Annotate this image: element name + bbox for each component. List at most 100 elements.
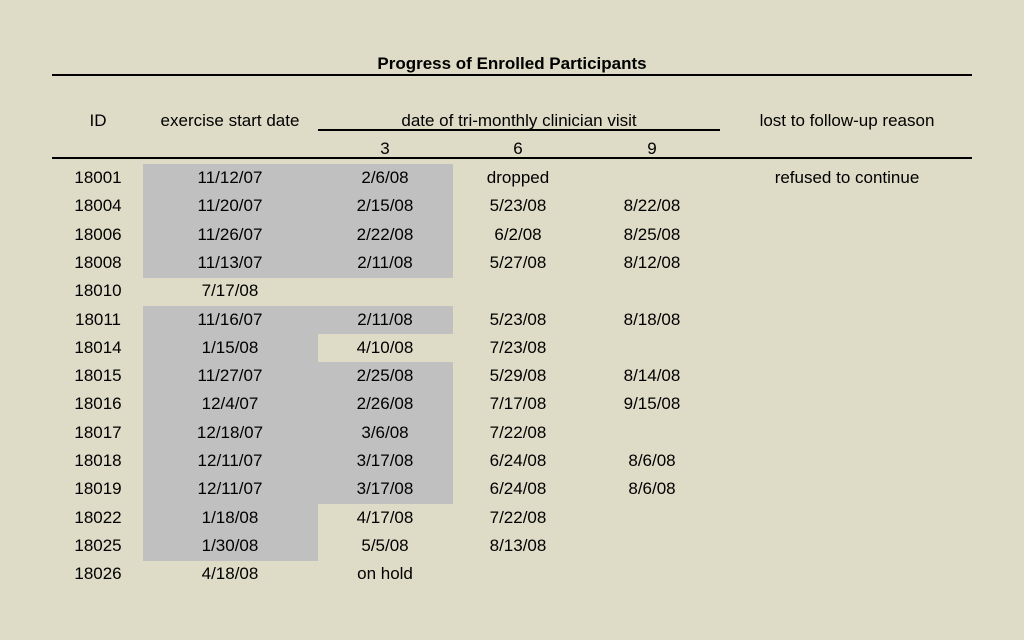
start-date-highlight <box>143 164 318 193</box>
visit-6-cell: dropped <box>486 168 550 187</box>
visit-9-cell <box>584 560 720 588</box>
visit-3-highlight <box>318 220 453 250</box>
start-date-highlight <box>143 362 318 391</box>
lost-reason-cell <box>752 334 942 362</box>
visit-6-cell: 5/29/08 <box>489 366 547 386</box>
participant-id-cell: 18008 <box>74 252 122 272</box>
visit-6-cell: 6/24/08 <box>489 479 547 499</box>
visit-6-cell: 7/17/08 <box>489 394 547 414</box>
header-start-date: exercise start date <box>160 111 300 130</box>
start-date-cell: 11/27/07 <box>197 366 263 386</box>
table-row: 18026 4/18/08 on hold <box>52 560 972 588</box>
visit-9-cell <box>584 334 720 362</box>
header-lost-reason: lost to follow-up reason <box>759 111 935 130</box>
start-date-cell: 11/20/07 <box>197 196 263 216</box>
visit-3-cell: 4/17/08 <box>356 507 414 527</box>
title-rule <box>52 74 972 76</box>
visit-9-cell <box>584 277 720 305</box>
start-date-cell: 11/16/07 <box>197 309 263 329</box>
visit-3-highlight <box>318 164 453 193</box>
visit-6-cell: 6/24/08 <box>489 451 547 470</box>
table-row: 18008 11/13/07 2/11/08 5/27/08 8/12/08 <box>52 249 972 277</box>
start-date-cell: 11/13/07 <box>197 252 263 272</box>
visit-3-cell: 2/11/08 <box>357 252 413 272</box>
start-date-highlight <box>143 192 318 222</box>
visit-9-cell: 8/6/08 <box>628 451 676 470</box>
visit-9-cell: 8/22/08 <box>623 196 681 216</box>
lost-reason-cell <box>752 560 942 588</box>
lost-reason-cell <box>752 362 942 390</box>
participant-id-cell: 18014 <box>74 337 122 357</box>
visit-9-cell: 8/14/08 <box>623 366 681 386</box>
lost-reason-cell <box>752 475 942 503</box>
header-visit-group: date of tri-monthly clinician visit <box>401 111 637 130</box>
visit-9-cell <box>584 532 720 560</box>
start-date-highlight <box>143 447 318 476</box>
visit-9-cell <box>584 504 720 532</box>
participant-id-cell: 18015 <box>74 366 122 386</box>
start-date-highlight <box>143 418 318 448</box>
table-row: 18011 11/16/07 2/11/08 5/23/08 8/18/08 <box>52 306 972 334</box>
start-date-cell: 12/11/07 <box>197 479 263 499</box>
start-date-cell: 11/26/07 <box>197 224 263 244</box>
visit-3-highlight <box>318 305 453 335</box>
participant-id-cell: 18019 <box>74 479 122 499</box>
lost-reason-cell <box>752 390 942 418</box>
visit-6-cell: 7/22/08 <box>489 422 547 442</box>
start-date-highlight <box>143 475 318 505</box>
start-date-cell: 12/4/07 <box>201 394 259 414</box>
visit-9-cell <box>584 164 720 192</box>
visit-6-cell <box>452 277 584 305</box>
visit-3-cell: 5/5/08 <box>361 535 409 555</box>
participant-id-cell: 18018 <box>74 451 122 470</box>
table-row: 18015 11/27/07 2/25/08 5/29/08 8/14/08 <box>52 362 972 390</box>
lost-reason-cell <box>752 221 942 249</box>
lost-reason-cell <box>752 504 942 532</box>
visit-6-cell: 5/27/08 <box>489 252 547 272</box>
lost-reason-cell <box>752 249 942 277</box>
lost-reason-cell <box>752 532 942 560</box>
visit-3-highlight <box>318 248 453 278</box>
start-date-cell: 12/11/07 <box>197 451 263 470</box>
start-date-highlight <box>143 305 318 335</box>
visit-6-cell: 7/22/08 <box>489 507 547 527</box>
participant-id-cell: 18025 <box>74 535 122 555</box>
visit-3-cell: on hold <box>357 564 413 584</box>
start-date-highlight <box>143 220 318 250</box>
lost-reason-cell <box>752 447 942 475</box>
table-row: 18022 1/18/08 4/17/08 7/22/08 <box>52 504 972 532</box>
visit-group-rule <box>318 129 720 131</box>
start-date-cell: 4/18/08 <box>201 564 259 584</box>
lost-reason-cell: refused to continue <box>774 168 920 187</box>
lost-reason-cell <box>752 306 942 334</box>
visit-3-cell: 2/22/08 <box>356 224 414 244</box>
visit-3-cell: 3/17/08 <box>356 451 414 470</box>
visit-3-highlight <box>318 447 453 476</box>
participant-id-cell: 18001 <box>74 168 122 187</box>
participant-id-cell: 18016 <box>74 394 122 414</box>
table-row: 18014 1/15/08 4/10/08 7/23/08 <box>52 334 972 362</box>
visit-3-cell: 4/10/08 <box>356 337 414 357</box>
start-date-cell: 11/12/07 <box>197 168 263 187</box>
start-date-highlight <box>143 248 318 278</box>
header-rule <box>52 157 972 159</box>
header-visit-month-6: 6 <box>513 139 523 158</box>
table-row: 18018 12/11/07 3/17/08 6/24/08 8/6/08 <box>52 447 972 475</box>
table-row: 18019 12/11/07 3/17/08 6/24/08 8/6/08 <box>52 475 972 503</box>
participant-id-cell: 18004 <box>74 196 122 216</box>
visit-3-cell: 3/6/08 <box>361 422 409 442</box>
visit-9-cell: 8/25/08 <box>623 224 681 244</box>
visit-6-cell: 7/23/08 <box>489 337 547 357</box>
visit-3-cell: 2/15/08 <box>356 196 414 216</box>
table-row: 18016 12/4/07 2/26/08 7/17/08 9/15/08 <box>52 390 972 418</box>
participant-id-cell: 18006 <box>74 224 122 244</box>
start-date-highlight <box>143 333 318 363</box>
start-date-highlight <box>143 503 318 533</box>
visit-9-cell: 8/18/08 <box>623 309 681 329</box>
table-row: 18025 1/30/08 5/5/08 8/13/08 <box>52 532 972 560</box>
visit-9-cell <box>584 419 720 447</box>
start-date-cell: 1/30/08 <box>201 535 259 555</box>
table-row: 18001 11/12/07 2/6/08 dropped refused to con… <box>52 164 972 192</box>
participant-id-cell: 18011 <box>74 309 121 329</box>
visit-6-cell <box>452 560 584 588</box>
